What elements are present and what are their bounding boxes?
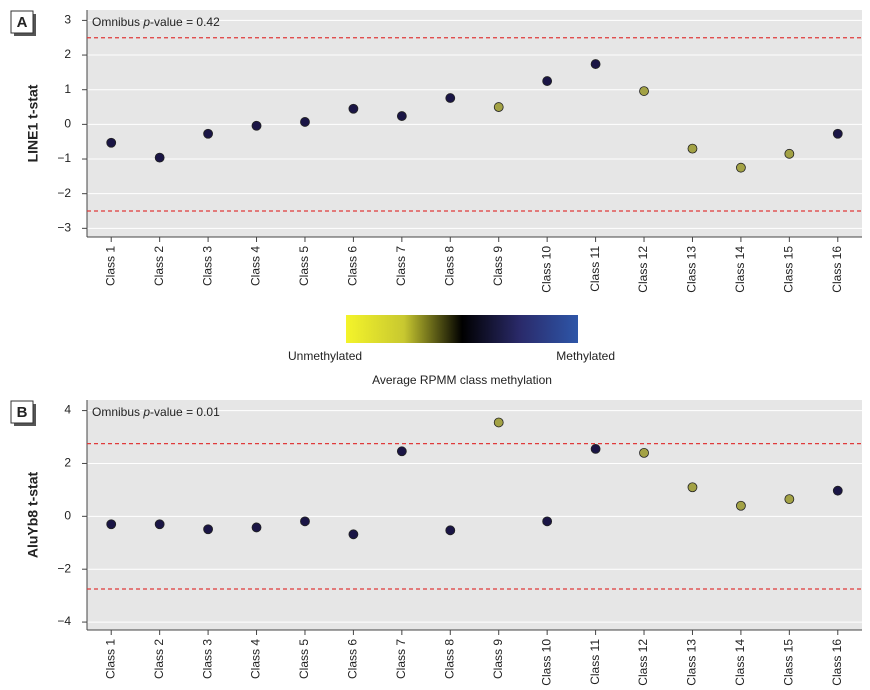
colorbar	[346, 315, 578, 343]
x-tick-label: Class 13	[685, 639, 699, 686]
annotation-part: Omnibus	[92, 405, 143, 419]
panel-label: B	[17, 404, 28, 421]
point	[736, 162, 746, 173]
x-tick-label: Class 7	[394, 639, 408, 679]
x-tick-label: Class 11	[588, 639, 602, 685]
point	[106, 519, 117, 530]
point	[687, 482, 698, 493]
plot-background	[87, 10, 862, 237]
point	[832, 485, 843, 496]
y-tick-label: 2	[64, 47, 71, 61]
point	[784, 494, 795, 505]
x-tick-label: Class 10	[539, 246, 553, 293]
annotation-part: -value = 0.42	[150, 15, 220, 29]
y-tick-label: 2	[64, 456, 71, 470]
x-tick-label: Class 12	[636, 246, 650, 293]
point	[445, 525, 456, 536]
point	[154, 152, 165, 163]
y-tick-label: −1	[57, 151, 71, 165]
panel-label-box	[10, 400, 34, 424]
y-tick-label: −4	[57, 614, 71, 628]
annotation-part: Omnibus	[92, 15, 143, 29]
point	[348, 103, 359, 114]
point	[687, 143, 698, 154]
point	[154, 519, 165, 530]
point	[542, 76, 553, 86]
x-tick-label: Class 15	[782, 246, 796, 293]
annotation: Omnibus p-value = 0.42	[92, 15, 220, 29]
x-tick-label: Class 10	[539, 639, 553, 686]
y-tick-label: −2	[57, 186, 71, 200]
y-tick-label: −3	[57, 221, 71, 235]
point	[203, 128, 213, 139]
x-tick-label: Class 11	[588, 246, 602, 292]
y-tick-label: 0	[64, 117, 71, 131]
annotation: Omnibus p-value = 0.01	[92, 405, 220, 419]
x-tick-label: Class 5	[297, 639, 311, 679]
point	[348, 529, 359, 540]
point	[590, 59, 601, 69]
y-tick-label: 3	[64, 13, 71, 27]
point	[784, 148, 795, 159]
point	[106, 137, 117, 148]
annotation-part: p	[142, 405, 150, 419]
point	[493, 417, 504, 428]
y-tick-label: 0	[64, 508, 71, 522]
x-tick-label: Class 15	[782, 639, 796, 686]
colorbar-left-label: Unmethylated	[288, 349, 362, 363]
point	[251, 120, 262, 131]
x-tick-label: Class 12	[636, 639, 650, 686]
point	[590, 444, 601, 454]
x-tick-label: Class 8	[442, 246, 456, 286]
y-tick-label: −2	[57, 561, 71, 575]
point	[396, 446, 407, 457]
panel-label-box	[10, 10, 34, 34]
annotation-part: p	[142, 15, 150, 29]
point	[736, 500, 746, 511]
point	[396, 111, 407, 121]
x-tick-label: Class 5	[297, 246, 311, 286]
x-tick-label: Class 2	[152, 246, 166, 286]
x-tick-label: Class 1	[103, 246, 117, 286]
x-tick-label: Class 8	[442, 639, 456, 679]
point	[639, 86, 649, 96]
point	[300, 516, 310, 527]
x-tick-label: Class 16	[830, 246, 844, 293]
point	[445, 93, 456, 103]
y-tick-label: 4	[64, 403, 71, 417]
colorbar-title: Average RPMM class methylation	[372, 373, 552, 387]
x-tick-label: Class 3	[200, 246, 214, 286]
point	[251, 522, 262, 533]
x-tick-label: Class 4	[249, 246, 263, 286]
point	[300, 117, 310, 127]
annotation-part: -value = 0.01	[150, 405, 220, 419]
x-tick-label: Class 6	[346, 246, 360, 286]
point	[203, 524, 213, 535]
point	[639, 447, 649, 458]
x-tick-label: Class 7	[394, 246, 408, 286]
x-tick-label: Class 6	[346, 639, 360, 679]
colorbar-right-label: Methylated	[556, 349, 615, 363]
x-tick-label: Class 14	[733, 246, 747, 293]
x-tick-label: Class 9	[491, 639, 505, 679]
x-tick-label: Class 9	[491, 246, 505, 286]
x-tick-label: Class 3	[200, 639, 214, 679]
point	[832, 128, 843, 139]
point	[493, 102, 504, 112]
x-tick-label: Class 16	[830, 639, 844, 686]
y-tick-label: 1	[64, 82, 71, 96]
x-tick-label: Class 1	[103, 639, 117, 679]
panel-label: A	[17, 14, 28, 31]
point	[542, 516, 553, 527]
x-tick-label: Class 4	[249, 639, 263, 679]
x-tick-label: Class 13	[685, 246, 699, 293]
x-tick-label: Class 2	[152, 639, 166, 679]
y-axis-label: AluYb8 t-stat	[25, 471, 41, 558]
y-axis-label: LINE1 t-stat	[25, 84, 41, 162]
x-tick-label: Class 14	[733, 639, 747, 686]
plot-background	[87, 400, 862, 630]
